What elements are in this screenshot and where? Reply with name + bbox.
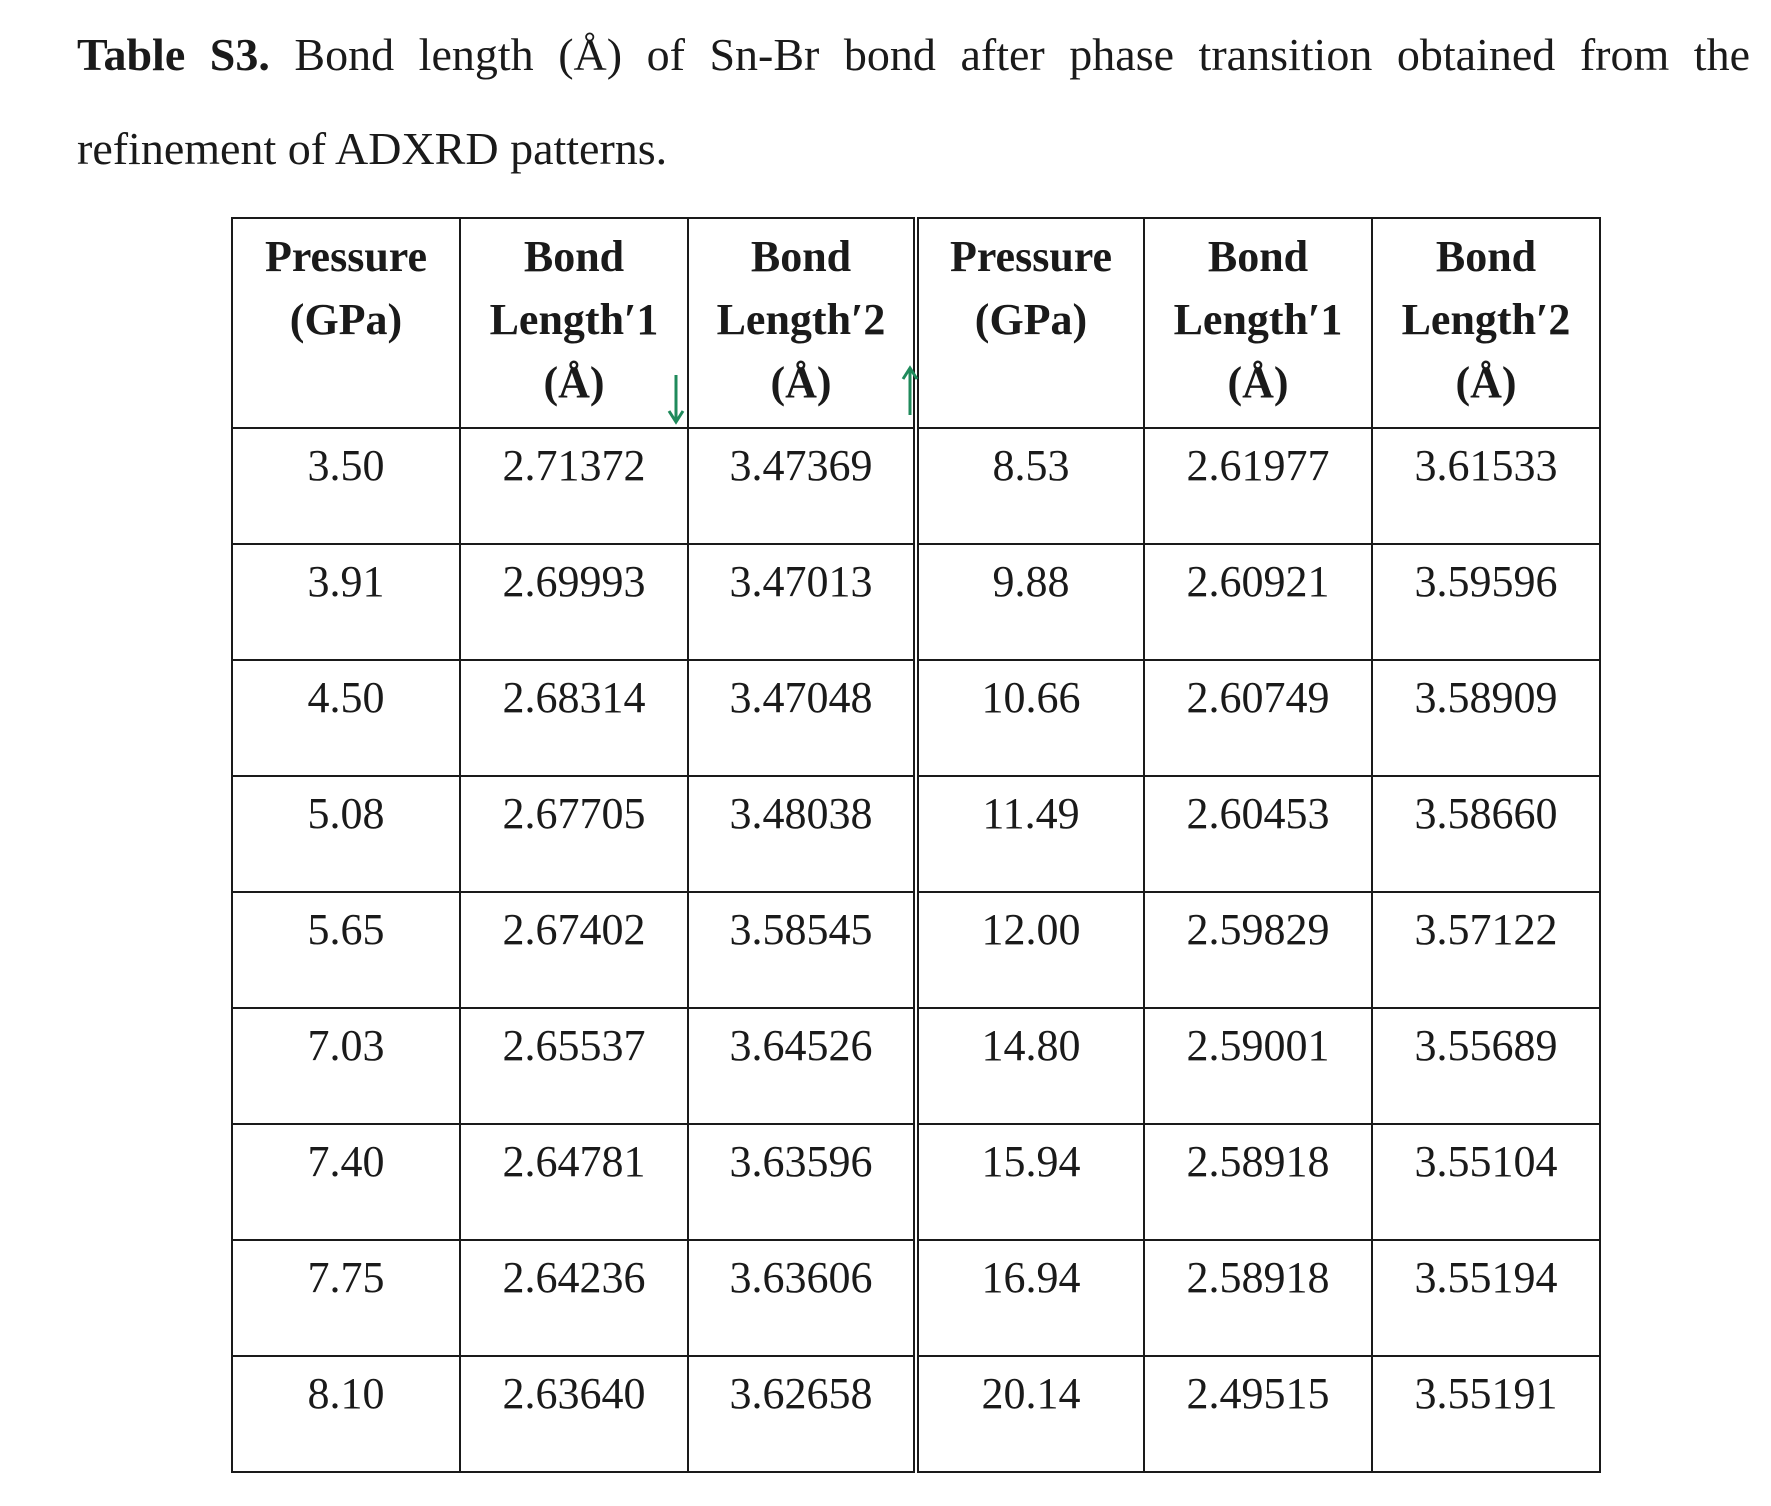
table-cell: 7.40 — [231, 1123, 461, 1241]
table-cell: 2.65537 — [459, 1007, 689, 1125]
header-line: Bond — [750, 232, 852, 281]
bond-length-table-wrap: Pressure (GPa) Bond Length′1 (Å) Bond Length′… — [231, 217, 1601, 1473]
header-line: Pressure — [949, 232, 1113, 281]
table-cell: 8.53 — [915, 427, 1145, 545]
header-line — [233, 351, 459, 414]
table-cell: 3.91 — [231, 543, 461, 661]
table-row: 7.40 2.64781 3.63596 15.94 2.58918 3.55104 — [231, 1123, 1601, 1241]
table-cell: 2.60749 — [1143, 659, 1373, 777]
table-cell: 4.50 — [231, 659, 461, 777]
table-cell: 20.14 — [915, 1355, 1145, 1473]
table-cell: 3.58909 — [1371, 659, 1601, 777]
table-cell: 3.50 — [231, 427, 461, 545]
table-cell: 3.58545 — [687, 891, 919, 1009]
table-cell: 2.71372 — [459, 427, 689, 545]
table-cell: 3.55191 — [1371, 1355, 1601, 1473]
table-cell: 3.57122 — [1371, 891, 1601, 1009]
table-cell: 7.75 — [231, 1239, 461, 1357]
table-cell: 2.64236 — [459, 1239, 689, 1357]
table-cell: 2.67705 — [459, 775, 689, 893]
table-cell: 2.69993 — [459, 543, 689, 661]
table-cell: 2.59001 — [1143, 1007, 1373, 1125]
header-line: Bond — [1435, 232, 1537, 281]
bond-length-table: Pressure (GPa) Bond Length′1 (Å) Bond Length′… — [231, 217, 1601, 1473]
table-cell: 2.63640 — [459, 1355, 689, 1473]
table-cell: 14.80 — [915, 1007, 1145, 1125]
table-cell: 3.63596 — [687, 1123, 919, 1241]
table-cell: 3.64526 — [687, 1007, 919, 1125]
table-cell: 2.49515 — [1143, 1355, 1373, 1473]
table-cell: 9.88 — [915, 543, 1145, 661]
header-line: (Å) — [1455, 358, 1517, 407]
table-row: 4.50 2.68314 3.47048 10.66 2.60749 3.58909 — [231, 659, 1601, 777]
table-cell: 10.66 — [915, 659, 1145, 777]
table-cell: 3.59596 — [1371, 543, 1601, 661]
table-cell: 5.08 — [231, 775, 461, 893]
table-row: 5.08 2.67705 3.48038 11.49 2.60453 3.58660 — [231, 775, 1601, 893]
table-cell: 16.94 — [915, 1239, 1145, 1357]
table-cell: 2.67402 — [459, 891, 689, 1009]
header-line: Length′2 — [716, 295, 886, 344]
header-line: (Å) — [1227, 358, 1289, 407]
table-cell: 3.62658 — [687, 1355, 919, 1473]
table-cell: 3.47048 — [687, 659, 919, 777]
table-cell: 3.48038 — [687, 775, 919, 893]
table-row: 8.10 2.63640 3.62658 20.14 2.49515 3.55191 — [231, 1355, 1601, 1473]
table-cell: 3.58660 — [1371, 775, 1601, 893]
table-cell: 2.59829 — [1143, 891, 1373, 1009]
table-cell: 7.03 — [231, 1007, 461, 1125]
header-line: Pressure — [264, 232, 428, 281]
table-cell: 12.00 — [915, 891, 1145, 1009]
table-cell: 5.65 — [231, 891, 461, 1009]
table-cell: 15.94 — [915, 1123, 1145, 1241]
table-cell: 2.58918 — [1143, 1123, 1373, 1241]
table-cell: 11.49 — [915, 775, 1145, 893]
caption-label: Table S3. — [77, 29, 270, 80]
table-cell: 2.58918 — [1143, 1239, 1373, 1357]
table-cell: 3.55104 — [1371, 1123, 1601, 1241]
header-line: (Å) — [770, 358, 832, 407]
table-cell: 3.47369 — [687, 427, 919, 545]
table-row: 3.91 2.69993 3.47013 9.88 2.60921 3.59596 — [231, 543, 1601, 661]
header-line: (GPa) — [974, 295, 1088, 344]
header-cell: Bond Length′2 (Å) — [687, 217, 919, 429]
table-cell: 3.47013 — [687, 543, 919, 661]
table-cell: 3.55194 — [1371, 1239, 1601, 1357]
caption-text: Bond length (Å) of Sn-Br bond after phas… — [77, 29, 1750, 174]
table-row: 5.65 2.67402 3.58545 12.00 2.59829 3.57122 — [231, 891, 1601, 1009]
header-line: Length′1 — [1173, 295, 1343, 344]
table-cell: 2.61977 — [1143, 427, 1373, 545]
header-cell: Pressure (GPa) — [231, 217, 461, 429]
table-row: 3.50 2.71372 3.47369 8.53 2.61977 3.61533 — [231, 427, 1601, 545]
header-line: Bond — [523, 232, 625, 281]
table-row: 7.75 2.64236 3.63606 16.94 2.58918 3.55194 — [231, 1239, 1601, 1357]
table-caption: Table S3. Bond length (Å) of Sn-Br bond … — [77, 8, 1750, 196]
table-cell: 2.60453 — [1143, 775, 1373, 893]
header-line: Length′1 — [489, 295, 659, 344]
header-cell: Bond Length′1 (Å) — [1143, 217, 1373, 429]
table-cell: 2.64781 — [459, 1123, 689, 1241]
table-cell: 3.63606 — [687, 1239, 919, 1357]
table-cell: 8.10 — [231, 1355, 461, 1473]
header-line: (Å) — [543, 358, 605, 407]
table-row: 7.03 2.65537 3.64526 14.80 2.59001 3.55689 — [231, 1007, 1601, 1125]
header-cell: Pressure (GPa) — [915, 217, 1145, 429]
header-cell: Bond Length′1 (Å) — [459, 217, 689, 429]
table-cell: 2.68314 — [459, 659, 689, 777]
down-arrow-icon — [667, 375, 685, 425]
header-line: Length′2 — [1401, 295, 1571, 344]
header-row: Pressure (GPa) Bond Length′1 (Å) Bond Length′… — [231, 217, 1601, 429]
table-cell: 3.55689 — [1371, 1007, 1601, 1125]
header-line: (GPa) — [289, 295, 403, 344]
table-body: 3.50 2.71372 3.47369 8.53 2.61977 3.61533 3.91… — [231, 427, 1601, 1473]
header-line: Bond — [1207, 232, 1309, 281]
table-cell: 2.60921 — [1143, 543, 1373, 661]
table-cell: 3.61533 — [1371, 427, 1601, 545]
up-arrow-icon — [901, 365, 919, 415]
header-line — [919, 351, 1143, 414]
header-cell: Bond Length′2 (Å) — [1371, 217, 1601, 429]
